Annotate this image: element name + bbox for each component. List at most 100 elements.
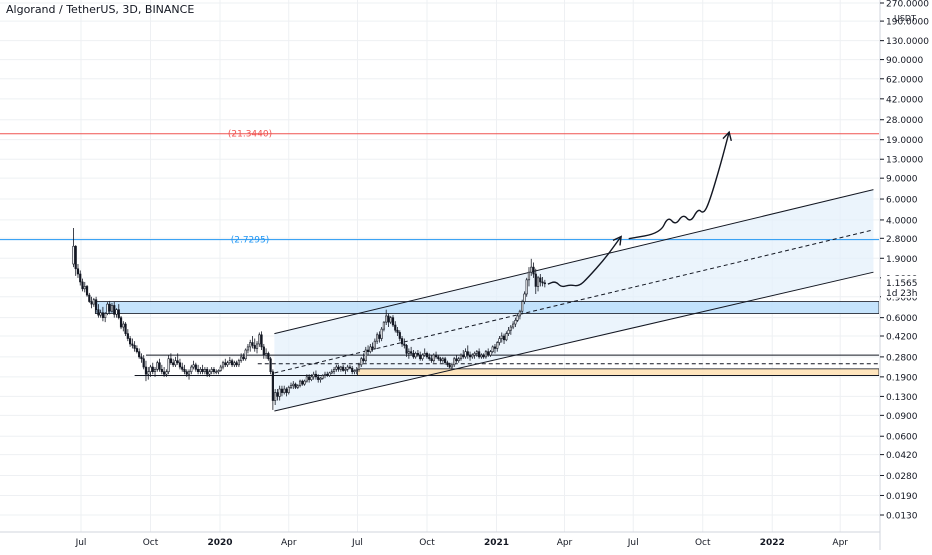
- countdown-label: 1d 23h: [886, 289, 917, 299]
- candle-body: [92, 299, 95, 305]
- level-label: (21.3440): [228, 130, 272, 140]
- candle: [518, 309, 522, 320]
- candle: [138, 348, 141, 359]
- candle-body: [178, 362, 182, 368]
- level-label: (2.7295): [231, 236, 270, 246]
- candle: [439, 356, 442, 363]
- candle-body: [471, 354, 474, 358]
- candle-body: [378, 334, 381, 339]
- candle-body: [230, 360, 234, 366]
- candle-body: [149, 366, 152, 373]
- candle-body: [439, 358, 442, 362]
- projection-arrowhead: [722, 130, 732, 142]
- candle-body: [308, 376, 311, 380]
- candle: [126, 329, 129, 342]
- candle: [88, 292, 91, 303]
- candle-body: [457, 358, 460, 362]
- symbol-title: Algorand / TetherUS, 3D, BINANCE: [6, 3, 195, 16]
- candle-body: [342, 366, 345, 371]
- candle: [521, 299, 524, 314]
- candle-body: [414, 353, 417, 358]
- candle: [251, 336, 254, 349]
- candle-body: [530, 266, 533, 273]
- time-tick-label: 2020: [207, 538, 232, 548]
- candle-body: [138, 351, 141, 358]
- candle-body: [181, 366, 184, 370]
- candle: [83, 281, 86, 293]
- candle-body: [466, 351, 469, 356]
- candle-body: [328, 372, 331, 376]
- price-tick-label: 0.0190: [886, 492, 918, 502]
- candle: [124, 322, 127, 337]
- candle: [255, 341, 259, 354]
- candle-body: [478, 351, 481, 358]
- candle-body: [376, 334, 379, 342]
- candle: [484, 350, 488, 359]
- candle: [326, 371, 329, 377]
- candle: [362, 353, 365, 363]
- candle-body: [362, 358, 365, 362]
- candle-body: [448, 364, 451, 368]
- candle: [539, 274, 542, 287]
- candle: [242, 353, 245, 361]
- candle-body: [305, 376, 308, 382]
- candle: [355, 367, 358, 375]
- candle-body: [312, 373, 315, 378]
- candle-body: [280, 388, 284, 393]
- candle: [405, 343, 408, 357]
- demand-zone: [357, 368, 879, 376]
- candle-body: [355, 369, 358, 371]
- candle: [81, 278, 84, 292]
- candle: [430, 355, 433, 363]
- candle-body: [346, 366, 349, 370]
- candle-body: [425, 353, 429, 358]
- candle: [360, 356, 363, 368]
- candle: [543, 279, 546, 288]
- candle: [153, 367, 157, 377]
- candle: [301, 379, 304, 386]
- candle-body: [264, 353, 268, 356]
- candle-body: [364, 349, 367, 362]
- candle-body: [398, 332, 401, 339]
- candle-body: [496, 342, 499, 349]
- candle: [498, 336, 501, 346]
- candle: [151, 362, 154, 375]
- candle: [509, 325, 512, 335]
- candle-body: [271, 371, 274, 401]
- candle-body: [140, 356, 143, 360]
- candle: [158, 358, 161, 372]
- candle-body: [332, 369, 336, 373]
- time-tick-label: Apr: [557, 538, 573, 548]
- candle-body: [108, 303, 111, 312]
- candle-body: [187, 371, 191, 375]
- candle-body: [74, 245, 77, 270]
- candle: [99, 309, 102, 318]
- candle: [226, 360, 229, 368]
- candle: [201, 364, 204, 375]
- projection-path: [628, 131, 730, 240]
- candle: [224, 358, 227, 368]
- candle: [160, 364, 163, 375]
- candle: [473, 351, 476, 359]
- candle: [478, 348, 481, 359]
- price-tick-label: 4.0000: [886, 216, 918, 226]
- candle: [482, 353, 485, 359]
- candle-body: [321, 375, 324, 379]
- candle-body: [251, 342, 254, 346]
- candle: [342, 364, 345, 372]
- candle-body: [156, 362, 159, 370]
- candle-body: [475, 351, 478, 354]
- candle: [264, 348, 268, 359]
- candle-body: [423, 353, 426, 356]
- time-tick-label: Apr: [832, 538, 848, 548]
- price-tick-label: 9.0000: [886, 175, 918, 185]
- candle: [446, 360, 449, 368]
- candle: [419, 351, 422, 361]
- candle: [237, 358, 240, 368]
- candle: [423, 348, 426, 357]
- candle-body: [407, 351, 410, 354]
- candle-body: [153, 369, 157, 373]
- candle: [192, 360, 195, 370]
